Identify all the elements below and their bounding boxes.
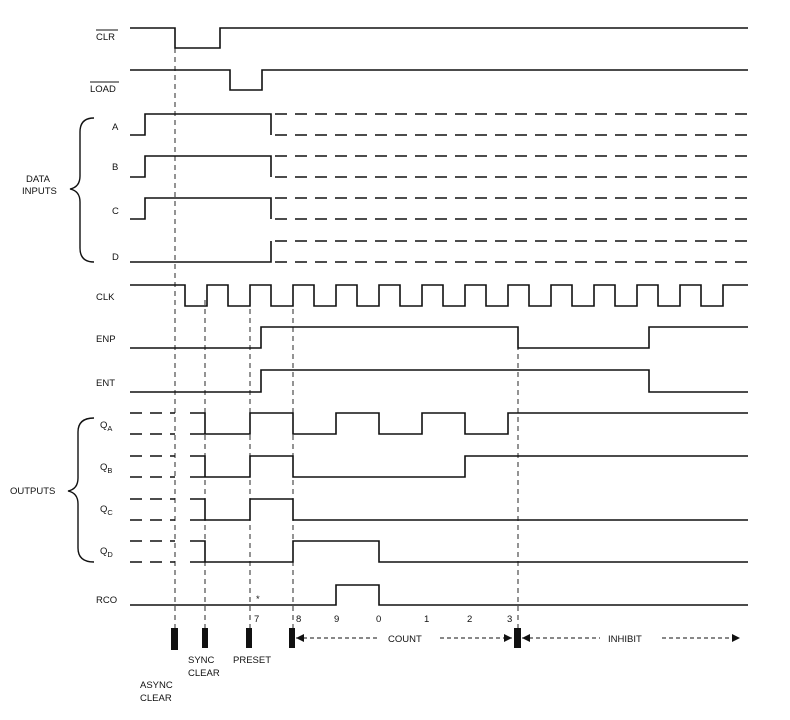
marker-count-start — [289, 628, 295, 648]
group-label-inputs: INPUTS — [22, 186, 57, 197]
phase-label-sync-2: CLEAR — [188, 668, 220, 679]
signal-label-b: B — [112, 162, 118, 173]
count-label-0: 0 — [376, 614, 381, 625]
count-arrow — [296, 634, 512, 642]
signal-label-c: C — [112, 206, 119, 217]
signal-label-qd: QD — [100, 546, 113, 559]
count-label-9: 9 — [334, 614, 339, 625]
wave-rco — [130, 584, 748, 606]
wave-qc — [130, 498, 748, 521]
signal-label-clk: CLK — [96, 292, 115, 303]
marker-sync-clear — [202, 628, 208, 648]
count-label-3: 3 — [507, 614, 512, 625]
signal-label-rco: RCO — [96, 595, 117, 606]
signal-label-qb: QB — [100, 462, 112, 475]
wave-clk — [130, 284, 748, 307]
wave-b — [130, 155, 748, 178]
phase-label-count: COUNT — [388, 634, 422, 645]
signal-label-qa: QA — [100, 420, 112, 433]
signal-label-ent: ENT — [96, 378, 115, 389]
marker-preset — [246, 628, 252, 648]
signal-label-clr: CLR — [96, 32, 115, 43]
data-inputs-brace — [69, 117, 95, 263]
wave-a — [130, 113, 748, 136]
signal-label-enp: ENP — [96, 334, 116, 345]
wave-qa — [130, 412, 748, 435]
wave-qd — [130, 540, 748, 563]
inhibit-arrow — [522, 634, 740, 642]
signal-label-d: D — [112, 252, 119, 263]
wave-load — [130, 69, 748, 91]
count-label-1: 1 — [424, 614, 429, 625]
marker-async-clear — [171, 628, 178, 650]
wave-ent — [130, 369, 748, 393]
marker-inhibit-start — [514, 628, 521, 648]
timing-guides — [174, 48, 519, 628]
signal-label-load: LOAD — [90, 84, 116, 95]
group-label-outputs: OUTPUTS — [10, 486, 55, 497]
phase-label-preset: PRESET — [233, 655, 271, 666]
wave-clr — [130, 27, 748, 49]
wave-enp — [130, 326, 748, 349]
phase-label-inhibit: INHIBIT — [608, 634, 642, 645]
phase-label-async-1: ASYNC — [140, 680, 173, 691]
signal-label-qc: QC — [100, 504, 113, 517]
group-label-data: DATA — [26, 174, 51, 185]
count-label-7: 7 — [254, 614, 259, 625]
wave-qb — [130, 455, 748, 478]
phase-label-sync-1: SYNC — [188, 655, 215, 666]
signal-label-a: A — [112, 122, 119, 133]
outputs-brace — [67, 417, 95, 563]
wave-c — [130, 197, 748, 220]
phase-label-async-2: CLEAR — [140, 693, 172, 704]
count-label-2: 2 — [467, 614, 472, 625]
wave-d — [130, 240, 748, 263]
count-label-8: 8 — [296, 614, 301, 625]
star-mark: * — [256, 594, 260, 605]
